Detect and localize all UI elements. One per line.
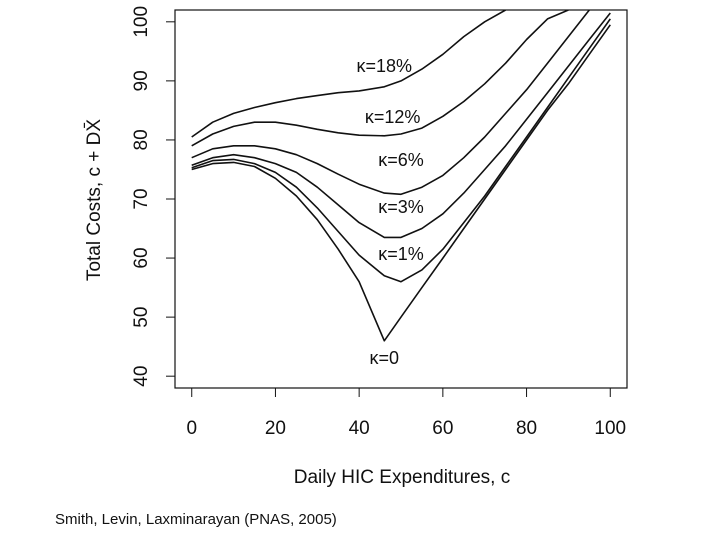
x-tick-label: 60: [432, 418, 453, 439]
series-line: [191, 10, 590, 196]
series-label: κ=18%: [356, 56, 412, 76]
plot-area: [191, 10, 611, 342]
series-label: κ=1%: [378, 244, 424, 264]
x-tick-label: 80: [516, 418, 537, 439]
x-tick-label: 100: [594, 418, 626, 439]
y-tick-label: 90: [131, 70, 152, 91]
y-axis-label: Total Costs, c + DX̄: [84, 119, 105, 281]
x-tick-label: 0: [186, 418, 197, 439]
x-axis-label: Daily HIC Expenditures, c: [294, 467, 510, 488]
y-tick-label: 40: [131, 366, 152, 387]
y-tick-label: 70: [131, 188, 152, 209]
y-tick-label: 50: [131, 307, 152, 328]
series-label: κ=12%: [365, 107, 421, 127]
series-label: κ=6%: [378, 150, 424, 170]
series-line: [191, 24, 611, 342]
y-tick-label: 100: [131, 6, 152, 38]
series-label: κ=0: [369, 348, 399, 368]
series-label: κ=3%: [378, 197, 424, 217]
series-line: [191, 10, 569, 147]
x-tick-label: 40: [349, 418, 370, 439]
series-line: [191, 12, 611, 239]
series-line: [191, 18, 611, 283]
y-tick-label: 80: [131, 129, 152, 150]
y-tick-label: 60: [131, 247, 152, 268]
x-tick-label: 20: [265, 418, 286, 439]
series-line: [191, 10, 506, 138]
caption: Smith, Levin, Laxminarayan (PNAS, 2005): [55, 511, 337, 528]
